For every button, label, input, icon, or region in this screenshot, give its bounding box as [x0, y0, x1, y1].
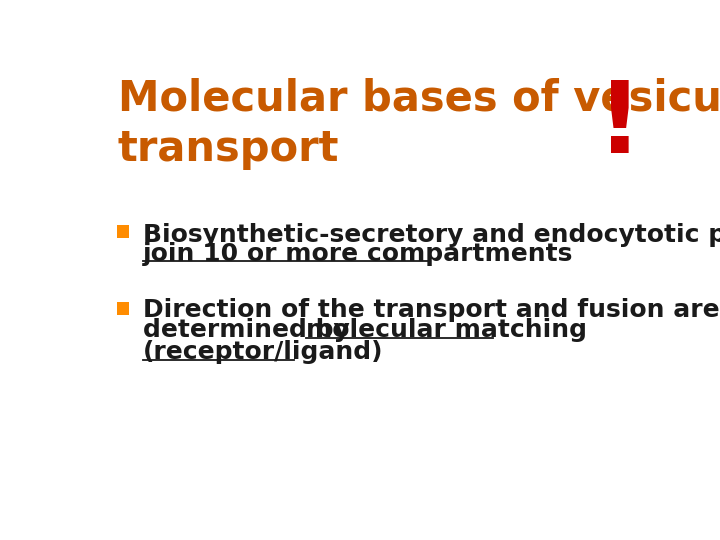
Text: !: ! — [598, 77, 643, 174]
Text: join 10 or more compartments: join 10 or more compartments — [143, 241, 573, 266]
Text: Direction of the transport and fusion are: Direction of the transport and fusion ar… — [143, 299, 719, 322]
Text: determined by: determined by — [143, 319, 359, 342]
Bar — [117, 302, 129, 315]
Text: Molecular bases of vesicular
transport: Molecular bases of vesicular transport — [118, 77, 720, 170]
Text: Biosynthetic-secretory and endocytotic pathways: Biosynthetic-secretory and endocytotic p… — [143, 223, 720, 247]
Bar — [117, 225, 129, 238]
Text: molecular matching: molecular matching — [306, 319, 587, 342]
Text: (receptor/ligand): (receptor/ligand) — [143, 340, 384, 364]
